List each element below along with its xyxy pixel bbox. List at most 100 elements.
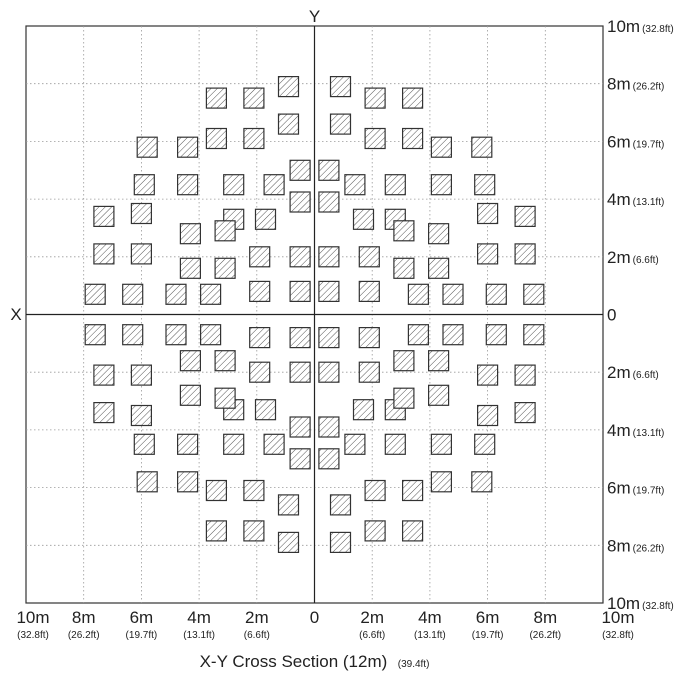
beam-box xyxy=(179,384,201,406)
beam-box xyxy=(402,520,424,542)
beam-box xyxy=(428,384,450,406)
caption-main: X-Y Cross Section (12m) xyxy=(200,652,388,671)
beam-box xyxy=(318,246,340,268)
beam-box xyxy=(318,159,340,181)
beam-box xyxy=(122,283,144,305)
right-scale-metres: 2m xyxy=(607,363,631,382)
beam-box xyxy=(133,174,155,196)
beam-box xyxy=(329,75,352,98)
beam-box xyxy=(93,243,115,265)
beam-box xyxy=(249,280,271,302)
beam-box xyxy=(364,87,386,109)
right-scale-metres: 4m xyxy=(607,421,631,440)
right-scale-feet: (13.1ft) xyxy=(633,197,665,208)
beam-box xyxy=(289,416,311,438)
beam-box xyxy=(136,471,158,493)
right-scale-feet: (32.8ft) xyxy=(642,24,674,35)
beam-box xyxy=(514,402,536,424)
beam-box xyxy=(205,127,227,150)
bottom-scale-feet: (26.2ft) xyxy=(68,630,100,641)
beam-box xyxy=(177,174,199,196)
beam-box xyxy=(358,327,380,349)
bottom-scale-metres: 4m xyxy=(418,608,442,627)
bottom-scale-feet: (13.1ft) xyxy=(183,630,215,641)
beam-box xyxy=(477,202,499,225)
bottom-scale-feet: (6.6ft) xyxy=(359,630,385,641)
beam-boxes xyxy=(84,75,545,554)
beam-box xyxy=(84,283,106,305)
bottom-scale-metres: 6m xyxy=(130,608,154,627)
beam-box xyxy=(358,361,380,383)
right-scale-feet: (19.7ft) xyxy=(633,486,665,497)
bottom-scale-metres: 10m xyxy=(16,608,49,627)
beam-box xyxy=(402,479,424,502)
right-scale-feet: (13.1ft) xyxy=(633,428,665,439)
right-scale-label: 10m (32.8ft) xyxy=(607,17,674,36)
beam-box xyxy=(402,127,424,150)
beam-box xyxy=(428,223,450,245)
beam-box xyxy=(471,136,493,158)
beam-box xyxy=(289,361,311,383)
beam-box xyxy=(514,243,536,265)
beam-box xyxy=(430,471,452,493)
caption-sub: (39.4ft) xyxy=(398,659,430,670)
beam-box xyxy=(130,243,152,265)
beam-box xyxy=(179,223,201,245)
beam-box xyxy=(205,479,227,502)
right-scale-metres: 6m xyxy=(607,479,631,498)
beam-box xyxy=(254,208,277,230)
beam-box xyxy=(277,113,300,135)
beam-box xyxy=(430,433,452,455)
beam-box xyxy=(165,283,187,305)
beam-box xyxy=(329,113,352,135)
right-scale-label: 6m (19.7ft) xyxy=(607,479,664,498)
bottom-scale-feet: (13.1ft) xyxy=(414,630,446,641)
beam-box xyxy=(243,520,265,542)
bottom-scale-metres: 2m xyxy=(245,608,269,627)
beam-box xyxy=(393,257,415,279)
right-scale-feet: (32.8ft) xyxy=(642,601,674,612)
beam-box xyxy=(277,75,300,98)
bottom-scale-feet: (32.8ft) xyxy=(17,630,49,641)
beam-box xyxy=(177,136,199,158)
beam-box xyxy=(205,520,227,542)
beam-box xyxy=(289,159,311,181)
beam-box xyxy=(122,324,144,346)
beam-box xyxy=(514,364,536,386)
beam-box xyxy=(523,324,545,346)
beam-box xyxy=(289,191,311,213)
beam-box xyxy=(358,280,380,302)
right-scale-label: 8m (26.2ft) xyxy=(607,536,664,555)
beam-box xyxy=(485,283,507,305)
beam-box xyxy=(177,471,199,493)
right-scale-label: 8m (26.2ft) xyxy=(607,75,664,94)
right-scale-feet: (26.2ft) xyxy=(633,543,665,554)
beam-box xyxy=(243,127,265,150)
beam-box xyxy=(223,433,245,455)
beam-box xyxy=(471,471,493,493)
right-scale-feet: (6.6ft) xyxy=(633,370,659,381)
beam-box xyxy=(223,174,245,196)
beam-box xyxy=(263,433,285,455)
beam-box xyxy=(407,283,429,305)
beam-box xyxy=(393,350,415,372)
beam-box xyxy=(384,433,406,455)
beam-box xyxy=(243,479,265,502)
beam-box xyxy=(277,494,300,516)
right-scale-metres: 8m xyxy=(607,75,631,94)
right-scale-label: 2m (6.6ft) xyxy=(607,363,659,382)
beam-box xyxy=(477,404,499,427)
bottom-scale-feet: (19.7ft) xyxy=(126,630,158,641)
right-scale-feet: (19.7ft) xyxy=(633,139,665,150)
bottom-scale-feet: (6.6ft) xyxy=(244,630,270,641)
beam-box xyxy=(93,205,115,227)
beam-box xyxy=(364,127,386,150)
bottom-scale-metres: 2m xyxy=(360,608,384,627)
beam-box xyxy=(474,174,496,196)
right-scale-label: 10m (32.8ft) xyxy=(607,594,674,613)
bottom-scale-metres: 0 xyxy=(310,608,319,627)
bottom-scale-metres: 8m xyxy=(72,608,96,627)
beam-box xyxy=(442,283,464,305)
caption: X-Y Cross Section (12m) (39.4ft) xyxy=(200,652,430,671)
